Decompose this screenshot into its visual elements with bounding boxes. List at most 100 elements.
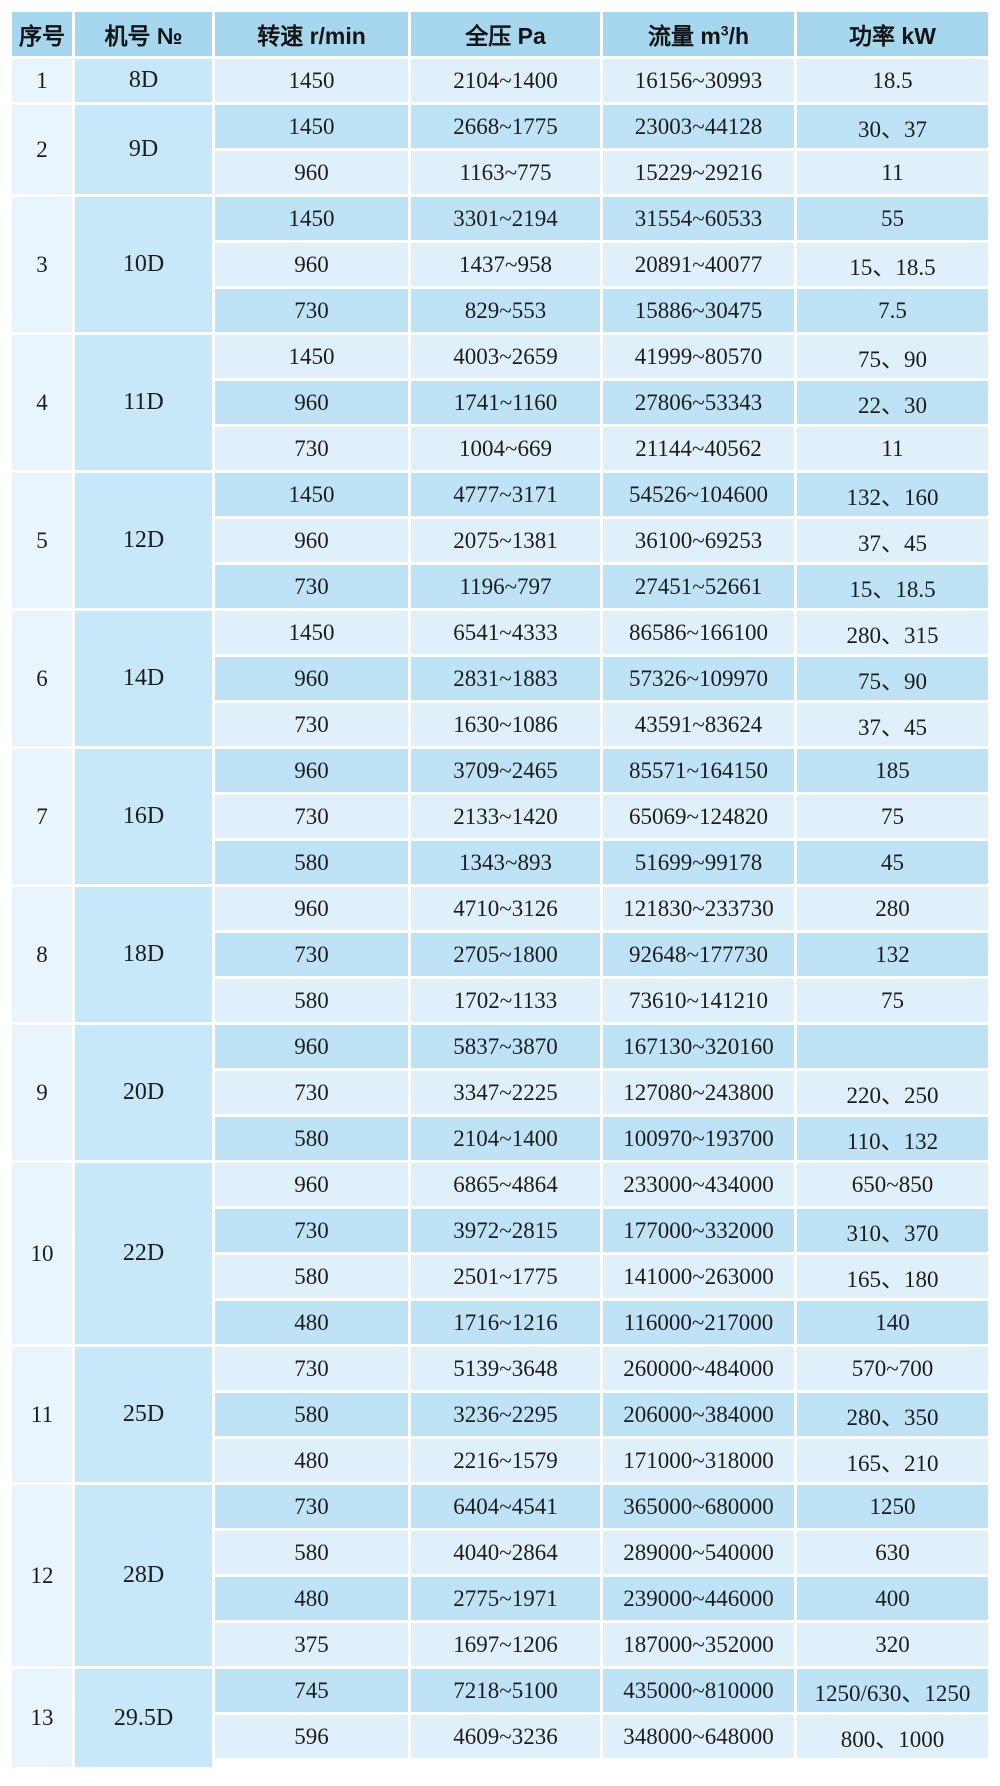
speed-cell: 960 — [215, 243, 408, 286]
table-row: 6 14D 1450 6541~4333 86586~166100 280、315 — [12, 611, 988, 746]
table-row: 730 1196~797 27451~52661 15、18.5 — [12, 565, 988, 608]
power-cell: 570~700 — [797, 1347, 988, 1390]
table-row: 580 3236~2295 206000~384000 280、350 — [12, 1393, 988, 1436]
power-cell: 1250/630、1250 — [797, 1669, 988, 1712]
table-row: 480 2216~1579 171000~318000 165、210 — [12, 1439, 988, 1482]
speed-cell: 1450 — [215, 611, 408, 654]
table-row: 9 20D 960 5837~3870 167130~320160 — [12, 1025, 988, 1160]
power-cell: 400 — [797, 1577, 988, 1620]
power-cell: 7.5 — [797, 289, 988, 332]
pressure-cell: 2133~1420 — [411, 795, 600, 838]
speed-cell: 1450 — [215, 473, 408, 516]
power-cell: 132、160 — [797, 473, 988, 516]
model-cell: 8D — [75, 59, 212, 102]
power-cell: 18.5 — [797, 59, 988, 102]
speed-cell: 960 — [215, 749, 408, 792]
table-row: 960 1437~958 20891~40077 15、18.5 — [12, 243, 988, 286]
index-cell: 11 — [12, 1347, 72, 1482]
flow-unit-pre: 流量 m — [647, 23, 721, 49]
power-cell: 132 — [797, 933, 988, 976]
flow-cell: 27806~53343 — [603, 381, 794, 424]
flow-cell: 177000~332000 — [603, 1209, 794, 1252]
speed-cell: 960 — [215, 519, 408, 562]
speed-cell: 580 — [215, 1255, 408, 1298]
pressure-cell: 3972~2815 — [411, 1209, 600, 1252]
power-cell: 165、180 — [797, 1255, 988, 1298]
index-cell: 2 — [12, 105, 72, 194]
table-row: 730 2133~1420 65069~124820 75 — [12, 795, 988, 838]
pressure-cell: 2501~1775 — [411, 1255, 600, 1298]
speed-cell: 730 — [215, 427, 408, 470]
index-cell: 12 — [12, 1485, 72, 1666]
pressure-cell: 4003~2659 — [411, 335, 600, 378]
index-cell: 3 — [12, 197, 72, 332]
speed-cell: 960 — [215, 1025, 408, 1068]
pressure-cell: 2216~1579 — [411, 1439, 600, 1482]
speed-cell: 1450 — [215, 197, 408, 240]
header-row: 序号 机号 № 转速 r/min 全压 Pa 流量 m3/h 功率 kW — [12, 12, 988, 56]
index-cell: 13 — [12, 1669, 72, 1767]
index-cell: 8 — [12, 887, 72, 1022]
pressure-cell: 4710~3126 — [411, 887, 600, 930]
pressure-cell: 829~553 — [411, 289, 600, 332]
flow-cell: 127080~243800 — [603, 1071, 794, 1114]
flow-cell: 206000~384000 — [603, 1393, 794, 1436]
power-cell: 310、370 — [797, 1209, 988, 1252]
speed-cell: 1450 — [215, 59, 408, 102]
pressure-cell: 1437~958 — [411, 243, 600, 286]
index-cell: 9 — [12, 1025, 72, 1160]
speed-cell: 960 — [215, 1163, 408, 1206]
table-row: 960 1741~1160 27806~53343 22、30 — [12, 381, 988, 424]
power-cell: 630 — [797, 1531, 988, 1574]
speed-cell: 480 — [215, 1577, 408, 1620]
flow-cell: 171000~318000 — [603, 1439, 794, 1482]
power-cell: 15、18.5 — [797, 565, 988, 608]
table-row: 4 11D 1450 4003~2659 41999~80570 75、90 — [12, 335, 988, 470]
pressure-cell: 7218~5100 — [411, 1669, 600, 1712]
fan-spec-table: 序号 机号 № 转速 r/min 全压 Pa 流量 m3/h 功率 kW 1 8D… — [9, 9, 991, 1770]
speed-cell: 1450 — [215, 335, 408, 378]
speed-cell: 730 — [215, 1347, 408, 1390]
flow-cell: 233000~434000 — [603, 1163, 794, 1206]
power-cell: 37、45 — [797, 703, 988, 746]
power-cell: 75 — [797, 795, 988, 838]
speed-cell: 375 — [215, 1623, 408, 1666]
speed-cell: 580 — [215, 1117, 408, 1160]
speed-cell: 480 — [215, 1301, 408, 1344]
cropped-area — [411, 1761, 600, 1767]
pressure-cell: 2775~1971 — [411, 1577, 600, 1620]
flow-cell: 73610~141210 — [603, 979, 794, 1022]
flow-cell: 16156~30993 — [603, 59, 794, 102]
flow-cell: 86586~166100 — [603, 611, 794, 654]
col-header-model: 机号 № — [75, 12, 212, 56]
table-row: 375 1697~1206 187000~352000 320 — [12, 1623, 988, 1666]
table-row: 730 1004~669 21144~40562 11 — [12, 427, 988, 470]
flow-cell: 187000~352000 — [603, 1623, 794, 1666]
flow-cell: 65069~124820 — [603, 795, 794, 838]
power-cell: 280 — [797, 887, 988, 930]
speed-cell: 745 — [215, 1669, 408, 1712]
model-cell: 25D — [75, 1347, 212, 1482]
speed-cell: 1450 — [215, 105, 408, 148]
table-row: 730 3972~2815 177000~332000 310、370 — [12, 1209, 988, 1252]
cropped-area — [797, 1761, 988, 1767]
power-cell: 75 — [797, 979, 988, 1022]
speed-cell: 480 — [215, 1439, 408, 1482]
pressure-cell: 2104~1400 — [411, 1117, 600, 1160]
cropped-area — [215, 1761, 408, 1767]
pressure-cell: 6865~4864 — [411, 1163, 600, 1206]
index-cell: 7 — [12, 749, 72, 884]
pressure-cell: 3709~2465 — [411, 749, 600, 792]
index-cell: 4 — [12, 335, 72, 470]
pressure-cell: 5837~3870 — [411, 1025, 600, 1068]
power-cell — [797, 1025, 988, 1068]
table-row: 480 2775~1971 239000~446000 400 — [12, 1577, 988, 1620]
table-row: 8 18D 960 4710~3126 121830~233730 280 — [12, 887, 988, 1022]
col-header-power: 功率 kW — [797, 12, 988, 56]
table-row: 10 22D 960 6865~4864 233000~434000 650~850 — [12, 1163, 988, 1344]
speed-cell: 730 — [215, 795, 408, 838]
pressure-cell: 2705~1800 — [411, 933, 600, 976]
flow-cell: 15229~29216 — [603, 151, 794, 194]
pressure-cell: 5139~3648 — [411, 1347, 600, 1390]
